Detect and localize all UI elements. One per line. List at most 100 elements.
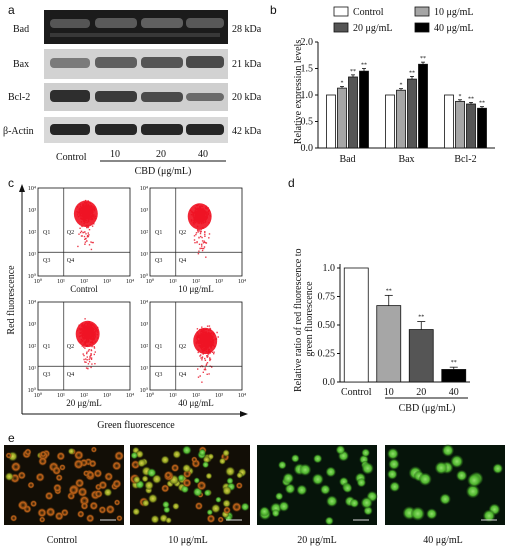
chart-d-star: ** [451, 360, 457, 366]
chart-b-ylabel: Relative expression levels [293, 40, 304, 145]
chart-b-star: ** [468, 96, 474, 102]
cell [35, 472, 45, 482]
cell [361, 462, 374, 475]
flow-ytick-label: 10¹ [28, 366, 36, 372]
cell [93, 469, 103, 478]
flow-xtick-label: 10² [80, 393, 88, 399]
chart-b-bar [444, 94, 454, 149]
cell [282, 472, 294, 484]
micrograph [129, 445, 250, 525]
kda-bcl2: 20 kDa [232, 92, 262, 103]
cell [226, 477, 234, 485]
quadrant-q4: Q4 [179, 372, 186, 378]
cell [275, 492, 284, 501]
lane-label-40: 40 [198, 149, 208, 160]
panel-b-label: b [270, 3, 277, 17]
chart-d-bar [376, 305, 402, 383]
chart-b-ytick-label: 0.5 [301, 117, 314, 128]
cell [148, 493, 158, 504]
cell [27, 481, 35, 489]
cell [132, 507, 140, 516]
cell [5, 472, 14, 481]
flow-ytick-label: 10² [140, 230, 148, 236]
cell [434, 461, 448, 475]
cell [222, 449, 230, 457]
chart-b-star: ** [420, 56, 426, 62]
quadrant-q4: Q4 [67, 372, 74, 378]
cell [206, 514, 216, 523]
cell [161, 484, 170, 493]
cell [59, 464, 66, 471]
cell [388, 458, 400, 470]
chart-b-star: * [459, 94, 462, 100]
green-axis-arrow-icon [240, 411, 248, 417]
band-label-bax: Bax [13, 59, 29, 70]
chart-b-ytick-label: 1.0 [301, 90, 314, 101]
cell [198, 448, 206, 457]
cell [196, 480, 207, 491]
chart-b-ytick-label: 1.5 [301, 64, 314, 75]
flow-xtick-label: 10¹ [169, 393, 177, 399]
lane-label-10: 10 [110, 149, 120, 160]
flow-xtick-label: 10⁰ [146, 392, 155, 399]
cell [103, 488, 113, 497]
red-axis-arrow-icon [19, 184, 25, 192]
cell [94, 489, 103, 498]
cell [259, 506, 270, 517]
chart-b-star: ** [361, 63, 367, 69]
flow-xtick-label: 10³ [215, 279, 223, 285]
cell [112, 479, 122, 489]
cell [177, 474, 185, 482]
green-fluorescence-label: Green fluorescence [97, 420, 175, 431]
flow-ytick-label: 10⁴ [140, 186, 148, 192]
quadrant-q2: Q2 [179, 230, 186, 236]
flow-xtick-label: 10⁴ [238, 393, 246, 399]
chart-d-category-label: Control [341, 387, 372, 398]
quadrant-q1: Q1 [43, 344, 50, 350]
cell [342, 483, 353, 493]
cell [193, 477, 200, 484]
cell [466, 484, 480, 499]
flow-xtick-label: 10⁰ [146, 278, 155, 285]
blot-rows [44, 10, 228, 143]
chart-d-bar [441, 369, 467, 383]
cell [142, 499, 150, 507]
chart-b-star: * [341, 81, 344, 87]
cell [232, 502, 242, 512]
legend-swatch-control [333, 6, 349, 17]
quadrant-q4: Q4 [67, 258, 74, 264]
cell [130, 451, 138, 460]
cell [349, 498, 359, 508]
quadrant-q1: Q1 [155, 230, 162, 236]
cell [30, 500, 37, 508]
cell [88, 459, 97, 468]
cell [335, 445, 346, 455]
cell [492, 463, 503, 474]
chart-b-bar [407, 78, 417, 149]
cell [54, 511, 64, 521]
cell [68, 485, 79, 495]
cell [180, 485, 189, 494]
flow-plot-caption: 20 μg/mL [66, 398, 102, 408]
cell [219, 457, 226, 465]
flow-ytick-label: 10³ [140, 208, 148, 214]
cell [164, 471, 172, 479]
flow-ytick-label: 10³ [140, 322, 148, 328]
chart-d-ylabel: Relative ratio of red fluorescence to gr… [293, 246, 315, 392]
cell [284, 483, 296, 494]
quadrant-q2: Q2 [179, 344, 186, 350]
flow-xtick-label: 10⁴ [126, 279, 134, 285]
chart-b-ytick-label: 2.0 [301, 37, 314, 48]
flow-xtick-label: 10¹ [57, 279, 65, 285]
cell [299, 463, 312, 476]
lane-label-20: 20 [156, 149, 166, 160]
flow-ytick-label: 10² [28, 344, 36, 350]
kda-actin: 42 kDa [232, 126, 262, 137]
chart-b-ytick-label: 0.0 [301, 143, 314, 154]
legend-text-40: 40 μg/mL [434, 23, 474, 34]
cell [114, 451, 124, 461]
flow-ytick-label: 10⁴ [28, 186, 36, 192]
cell [313, 454, 323, 464]
